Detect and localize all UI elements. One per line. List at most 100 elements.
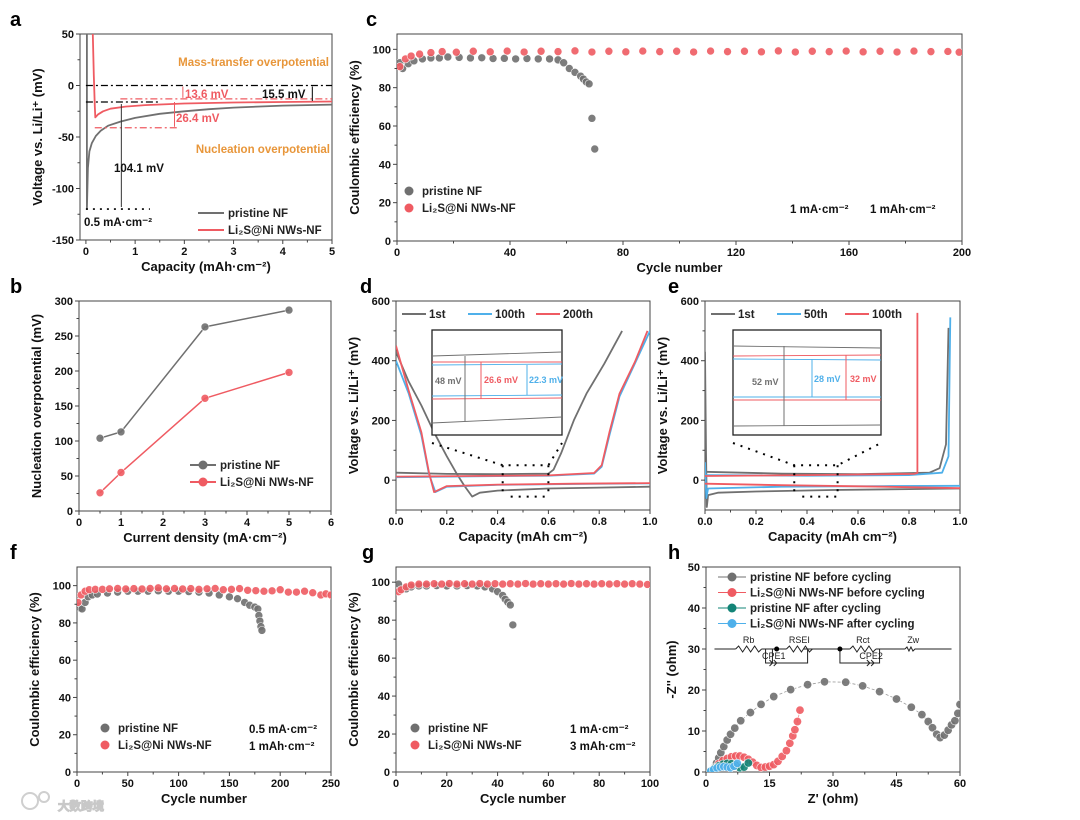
panel-g: g 0 20 40 60 80 100 0 20 40 60 80 100 Cycle number Cou… xyxy=(346,542,659,806)
legend-label: Li₂S@Ni NWs-NF xyxy=(118,740,212,752)
panel-d: d 0.0 0.2 0.4 0.6 0.8 1.0 0 200 400 600 Capacity (m… xyxy=(346,276,658,544)
inset-trace xyxy=(732,354,882,357)
y-tick-label: 20 xyxy=(378,729,390,741)
x-tick-label: 0.0 xyxy=(388,516,403,528)
x-tick-label: 5 xyxy=(286,517,292,529)
series-100th-charge xyxy=(705,312,919,477)
watermark: 大数跨境 xyxy=(58,799,104,813)
series-line xyxy=(91,34,332,119)
data-point xyxy=(604,46,614,56)
data-point xyxy=(635,579,645,589)
legend-label: pristine NF xyxy=(118,723,178,735)
data-point xyxy=(955,699,960,709)
data-point xyxy=(251,586,261,595)
x-tick-label: 0 xyxy=(393,778,399,790)
x-tick-label: 0.2 xyxy=(439,516,454,528)
data-point xyxy=(483,579,492,589)
data-point xyxy=(620,579,629,589)
y-tick-label: 40 xyxy=(378,691,390,703)
circuit-label: RSEI xyxy=(789,635,810,645)
legend-swatch-marker xyxy=(100,740,110,750)
resistor-rsei xyxy=(786,645,813,653)
legend-item: Li₂S@Ni NWs-NF xyxy=(410,740,522,752)
annotation: 13.6 mV xyxy=(185,89,229,101)
panel-letter: h xyxy=(668,542,680,564)
inset-trace xyxy=(732,424,882,427)
data-point xyxy=(105,584,114,594)
resistor-rb xyxy=(735,645,762,653)
panel-letter: c xyxy=(366,9,377,31)
series-200th-charge xyxy=(396,330,649,478)
x-tick-label: 0.0 xyxy=(697,516,712,528)
data-point xyxy=(95,488,105,498)
x-tick-label: 100 xyxy=(641,778,659,790)
series-pristine-nf xyxy=(95,305,294,443)
legend-item: pristine NF before cycling xyxy=(718,572,891,584)
data-point xyxy=(452,579,462,589)
legend-label: pristine NF xyxy=(220,460,280,472)
data-point xyxy=(726,729,736,739)
y-tick-label: 400 xyxy=(681,356,699,368)
y-tick-label: 0 xyxy=(693,475,699,487)
data-point xyxy=(745,708,755,718)
legend-swatch-marker xyxy=(404,186,414,196)
x-axis-label: Capacity (mAh cm⁻²) xyxy=(768,529,897,544)
data-point xyxy=(732,758,742,768)
y-axis-label: Voltage vs. Li/Li⁺ (mV) xyxy=(30,68,45,205)
plot-area xyxy=(86,34,332,210)
data-point xyxy=(225,592,234,602)
annotation: Mass-transfer overpotential xyxy=(178,57,329,69)
legend-item: pristine NF xyxy=(100,723,178,735)
y-tick-label: 50 xyxy=(61,471,73,483)
data-point xyxy=(723,47,732,56)
data-point xyxy=(235,584,244,593)
legend-swatch-marker xyxy=(404,203,414,213)
circuit-label: Rct xyxy=(856,635,870,645)
data-point xyxy=(757,47,766,57)
data-point xyxy=(210,584,220,593)
legend-swatch-marker xyxy=(727,603,737,613)
inset-trace xyxy=(431,363,563,366)
circuit-label: CPE2 xyxy=(859,651,883,661)
data-point xyxy=(284,305,294,315)
data-point xyxy=(545,54,554,64)
data-point xyxy=(689,47,698,57)
y-tick-label: 600 xyxy=(372,296,390,308)
data-point xyxy=(502,46,512,56)
data-point xyxy=(528,579,538,589)
data-point xyxy=(77,598,83,607)
data-point xyxy=(891,694,901,704)
data-point xyxy=(259,586,269,596)
data-point xyxy=(490,579,500,589)
x-axis-label: Capacity (mAh·cm⁻²) xyxy=(141,259,271,274)
y-axis-label: Nucleation overpotential (mV) xyxy=(29,314,44,498)
y-tick-label: 200 xyxy=(681,415,699,427)
data-point xyxy=(521,579,530,588)
data-point xyxy=(627,579,637,589)
legend-item: pristine NF xyxy=(198,208,288,220)
x-tick-label: 1 xyxy=(118,517,124,529)
data-point xyxy=(820,677,830,687)
panel-a: a 0 1 2 3 4 5 -150 -100 -50 0 50 Capacity (mAh·cm⁻²)… xyxy=(10,9,335,274)
legend-item: Li₂S@Ni NWs-NF before cycling xyxy=(718,588,925,600)
warburg-element xyxy=(904,645,952,653)
series-li-s-ni-nws-nf xyxy=(397,46,962,71)
data-point xyxy=(422,579,431,589)
data-point xyxy=(498,579,507,589)
legend-swatch-marker xyxy=(410,740,420,750)
y-tick-label: 0 xyxy=(384,767,390,779)
data-point xyxy=(129,584,139,593)
panel-letter: f xyxy=(10,542,17,564)
y-tick-label: 200 xyxy=(372,415,390,427)
data-point xyxy=(170,584,179,593)
data-point xyxy=(587,47,597,57)
annotation: 1 mAh·cm⁻² xyxy=(249,741,315,753)
data-point xyxy=(513,579,523,589)
x-tick-label: 50 xyxy=(122,778,134,790)
data-point xyxy=(923,717,933,727)
legend-item: pristine NF after cycling xyxy=(718,603,881,615)
y-axis-label: Voltage vs. Li/Li⁺ (mV) xyxy=(655,337,670,474)
legend-item: Li₂S@Ni NWs-NF xyxy=(198,225,322,237)
